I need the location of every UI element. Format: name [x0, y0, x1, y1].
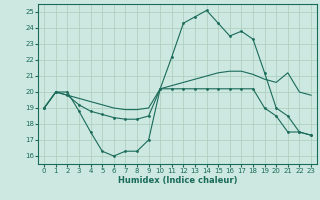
X-axis label: Humidex (Indice chaleur): Humidex (Indice chaleur) — [118, 176, 237, 185]
